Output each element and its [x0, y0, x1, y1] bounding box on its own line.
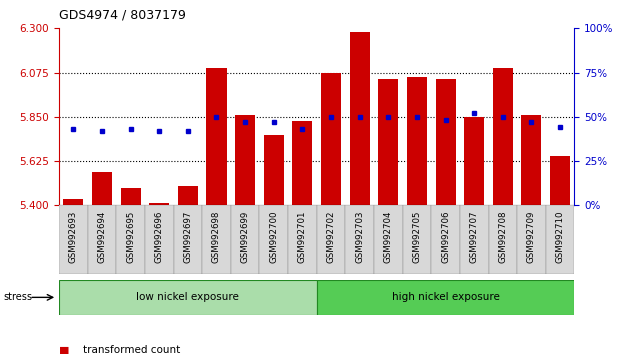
Bar	[292, 121, 312, 205]
Text: GSM992709: GSM992709	[527, 211, 536, 263]
Bar	[59, 205, 88, 274]
Bar	[522, 115, 542, 205]
Bar	[321, 73, 341, 205]
Bar	[178, 185, 198, 205]
Text: GSM992704: GSM992704	[384, 211, 393, 263]
Text: GSM992701: GSM992701	[298, 211, 307, 263]
Text: GSM992694: GSM992694	[97, 211, 106, 263]
Bar	[550, 156, 570, 205]
Text: GSM992699: GSM992699	[240, 211, 250, 263]
Bar	[489, 205, 517, 274]
Text: GDS4974 / 8037179: GDS4974 / 8037179	[59, 9, 186, 22]
Bar	[88, 205, 116, 274]
Bar	[59, 280, 317, 315]
Text: GSM992696: GSM992696	[155, 211, 164, 263]
Bar	[288, 205, 317, 274]
Bar	[493, 68, 513, 205]
Text: GSM992697: GSM992697	[183, 211, 193, 263]
Text: GSM992706: GSM992706	[441, 211, 450, 263]
Bar	[546, 205, 574, 274]
Text: GSM992698: GSM992698	[212, 211, 221, 263]
Bar	[264, 135, 284, 205]
Bar	[231, 205, 260, 274]
Bar	[235, 115, 255, 205]
Bar	[173, 205, 202, 274]
Text: low nickel exposure: low nickel exposure	[137, 292, 239, 302]
Text: GSM992705: GSM992705	[412, 211, 422, 263]
Bar	[206, 68, 227, 205]
Bar	[407, 78, 427, 205]
Bar	[345, 205, 374, 274]
Bar	[149, 203, 170, 205]
Text: GSM992702: GSM992702	[327, 211, 335, 263]
Bar	[317, 280, 574, 315]
Bar	[116, 205, 145, 274]
Text: GSM992707: GSM992707	[469, 211, 479, 263]
Bar	[202, 205, 231, 274]
Bar	[431, 205, 460, 274]
Bar	[402, 205, 431, 274]
Bar	[92, 172, 112, 205]
Text: ■: ■	[59, 346, 73, 354]
Bar	[460, 205, 489, 274]
Bar	[317, 205, 345, 274]
Bar	[378, 79, 398, 205]
Bar	[517, 205, 546, 274]
Bar	[464, 117, 484, 205]
Text: GSM992693: GSM992693	[69, 211, 78, 263]
Text: stress: stress	[3, 292, 32, 302]
Text: GSM992710: GSM992710	[556, 211, 564, 263]
Bar	[145, 205, 173, 274]
Text: GSM992700: GSM992700	[270, 211, 278, 263]
Text: high nickel exposure: high nickel exposure	[392, 292, 499, 302]
Bar	[63, 199, 83, 205]
Text: GSM992695: GSM992695	[126, 211, 135, 263]
Text: GSM992708: GSM992708	[498, 211, 507, 263]
Bar	[374, 205, 402, 274]
Text: transformed count: transformed count	[83, 346, 180, 354]
Bar	[435, 79, 456, 205]
Bar	[260, 205, 288, 274]
Bar	[120, 188, 140, 205]
Bar	[350, 32, 369, 205]
Text: GSM992703: GSM992703	[355, 211, 364, 263]
